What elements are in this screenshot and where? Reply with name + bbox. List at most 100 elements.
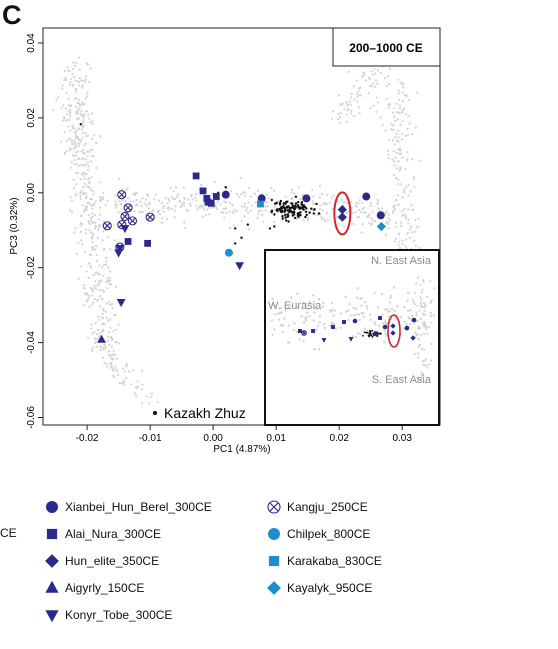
- inset-background-dot: [352, 306, 355, 309]
- kazakh-zhuz-dot: [302, 204, 305, 207]
- kazakh-zhuz-dot: [312, 212, 315, 215]
- background-dot: [81, 222, 84, 225]
- background-dot: [318, 196, 321, 199]
- kazakh-zhuz-dot: [276, 208, 279, 211]
- background-dot: [84, 132, 87, 135]
- background-dot: [168, 208, 171, 211]
- background-dot: [77, 142, 80, 145]
- background-dot: [121, 198, 124, 202]
- background-dot: [95, 141, 98, 144]
- background-dot: [98, 181, 101, 184]
- inset-background-dot: [420, 347, 423, 350]
- background-dot: [69, 166, 72, 169]
- background-dot: [92, 193, 95, 196]
- background-dot: [79, 192, 82, 195]
- background-dot: [77, 150, 80, 153]
- background-dot: [95, 333, 98, 336]
- background-dot: [320, 216, 323, 219]
- background-dot: [135, 394, 138, 397]
- inset-background-dot: [423, 359, 426, 362]
- background-dot: [96, 236, 99, 240]
- legend-label: Aigyrly_150CE: [65, 581, 145, 595]
- background-dot: [87, 220, 90, 223]
- background-dot: [241, 205, 244, 208]
- background-dot: [325, 202, 329, 206]
- background-dot: [220, 211, 223, 214]
- background-dot: [91, 207, 94, 210]
- background-dot: [90, 288, 93, 291]
- background-dot: [85, 173, 88, 176]
- kazakh-zhuz-dot: [317, 212, 321, 215]
- background-dot: [375, 96, 378, 99]
- background-dot: [93, 341, 96, 344]
- background-dot: [404, 168, 407, 171]
- kazakh-zhuz-dot: [284, 202, 287, 205]
- background-dot: [87, 113, 90, 116]
- background-dot: [302, 219, 305, 222]
- legend-symbol: [268, 555, 280, 567]
- inset-background-dot: [422, 280, 425, 283]
- annotation: Kazakh Zhuz: [153, 405, 246, 421]
- background-dot: [393, 164, 396, 167]
- background-dot: [386, 75, 389, 78]
- inset-marker: [348, 337, 354, 342]
- background-dot: [401, 196, 405, 199]
- background-dot: [84, 142, 87, 145]
- background-dot: [72, 127, 75, 130]
- legend-marker-konyr-tobe-300ce: [45, 610, 59, 623]
- background-dot: [130, 383, 133, 386]
- background-dot: [174, 205, 177, 208]
- inset-background-dot: [384, 308, 387, 311]
- background-dot: [107, 236, 110, 239]
- background-dot: [290, 188, 293, 191]
- inset-background-dot: [306, 307, 309, 311]
- background-dot: [409, 190, 412, 193]
- background-dot: [63, 130, 66, 134]
- background-dot: [141, 197, 144, 200]
- kazakh-zhuz-dot: [305, 213, 308, 217]
- background-dot: [345, 120, 348, 123]
- inset-background-dot: [405, 323, 408, 326]
- background-dot: [81, 164, 84, 167]
- kazakh-zhuz-dot: [305, 207, 308, 210]
- background-dot: [77, 128, 80, 131]
- background-dot: [74, 133, 77, 136]
- background-dot: [102, 220, 105, 223]
- background-dot: [392, 150, 395, 153]
- background-dot: [100, 345, 103, 348]
- marker-chilpek-800ce: [224, 248, 233, 257]
- inset-highlight-ellipse: [387, 314, 401, 348]
- kazakh-zhuz-dot: [291, 211, 294, 214]
- inset-background-dot: [358, 318, 361, 322]
- inset-background-dot: [412, 301, 416, 304]
- background-dot: [225, 212, 228, 215]
- background-dot: [91, 122, 94, 125]
- background-dot: [222, 211, 225, 214]
- background-dot: [82, 171, 85, 174]
- background-dot: [91, 290, 95, 293]
- background-dot: [105, 302, 108, 305]
- background-dot: [337, 222, 340, 225]
- background-dot: [73, 139, 76, 142]
- background-dot: [77, 241, 80, 244]
- background-dot: [240, 193, 243, 196]
- inset-background-dot: [390, 307, 393, 310]
- background-dot: [216, 201, 219, 204]
- marker-aigyrly-150ce: [97, 334, 107, 343]
- background-dot: [108, 350, 111, 353]
- background-dot: [400, 132, 403, 135]
- inset-background-dot: [413, 292, 416, 295]
- background-dot: [273, 208, 276, 211]
- background-dot: [169, 186, 172, 189]
- inset-background-dot: [396, 304, 399, 308]
- background-dot: [369, 85, 372, 88]
- background-dot: [85, 185, 88, 188]
- background-dot: [391, 111, 394, 114]
- inset-background-dot: [369, 318, 372, 321]
- background-dot: [129, 200, 132, 203]
- background-dot: [235, 209, 238, 213]
- background-dot: [82, 193, 85, 196]
- background-dot: [388, 103, 392, 106]
- y-axis-label: PC3 (0.32%): [9, 197, 20, 254]
- background-dot: [397, 183, 400, 186]
